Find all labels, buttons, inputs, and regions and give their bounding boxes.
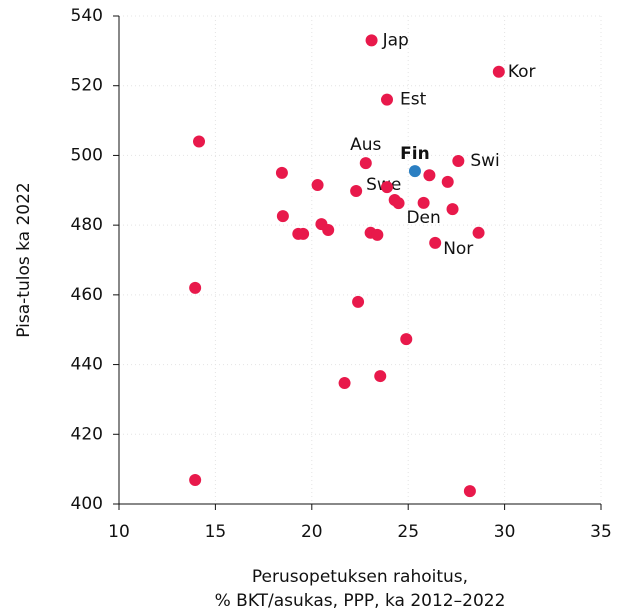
point: [408, 165, 421, 178]
x-tick-label: 15: [205, 522, 227, 542]
y-tick-label: 460: [71, 285, 103, 305]
y-tick-label: 440: [71, 355, 103, 375]
y-axis-label: Pisa-tulos ka 2022: [14, 182, 34, 337]
point-label: Jap: [382, 30, 409, 50]
point: [441, 175, 454, 188]
point-label: Swi: [470, 151, 499, 171]
point: [452, 155, 465, 168]
point: [374, 370, 387, 383]
point-label: Aus: [350, 135, 381, 155]
point: [189, 281, 202, 294]
point-label: Kor: [508, 62, 536, 82]
point: [297, 227, 310, 240]
point: [429, 236, 442, 249]
x-axis-label: % BKT/asukas, PPP, ka 2012–2022: [215, 591, 506, 611]
x-tick-label: 35: [590, 522, 612, 542]
point: [371, 228, 384, 241]
point: [311, 179, 324, 192]
y-tick-label: 540: [71, 6, 103, 26]
point: [392, 197, 405, 210]
point: [276, 210, 289, 223]
point: [492, 65, 505, 78]
y-tick-label: 500: [71, 145, 103, 165]
point: [193, 135, 206, 148]
x-tick-label: 30: [494, 522, 516, 542]
point: [350, 184, 363, 197]
point: [322, 224, 335, 237]
point: [400, 333, 413, 346]
point: [380, 181, 393, 194]
point: [472, 226, 485, 239]
y-tick-label: 420: [71, 424, 103, 444]
point: [352, 295, 365, 308]
point: [417, 196, 430, 209]
y-tick-label: 480: [71, 215, 103, 235]
point: [446, 203, 459, 216]
point: [423, 169, 436, 182]
point: [338, 377, 351, 390]
point-label: Den: [406, 208, 440, 228]
point: [359, 157, 372, 170]
point-label: Fin: [400, 144, 430, 164]
point-label: Est: [400, 90, 427, 110]
y-tick-label: 400: [71, 494, 103, 514]
point: [380, 93, 393, 106]
x-tick-label: 20: [301, 522, 323, 542]
point: [275, 166, 288, 179]
point: [365, 34, 378, 47]
x-tick-label: 25: [397, 522, 419, 542]
point-label: Nor: [443, 239, 473, 259]
y-tick-label: 520: [71, 76, 103, 96]
point: [189, 473, 202, 486]
point: [463, 485, 476, 498]
x-tick-label: 10: [108, 522, 130, 542]
x-axis-label: Perusopetuksen rahoitus,: [252, 567, 468, 587]
